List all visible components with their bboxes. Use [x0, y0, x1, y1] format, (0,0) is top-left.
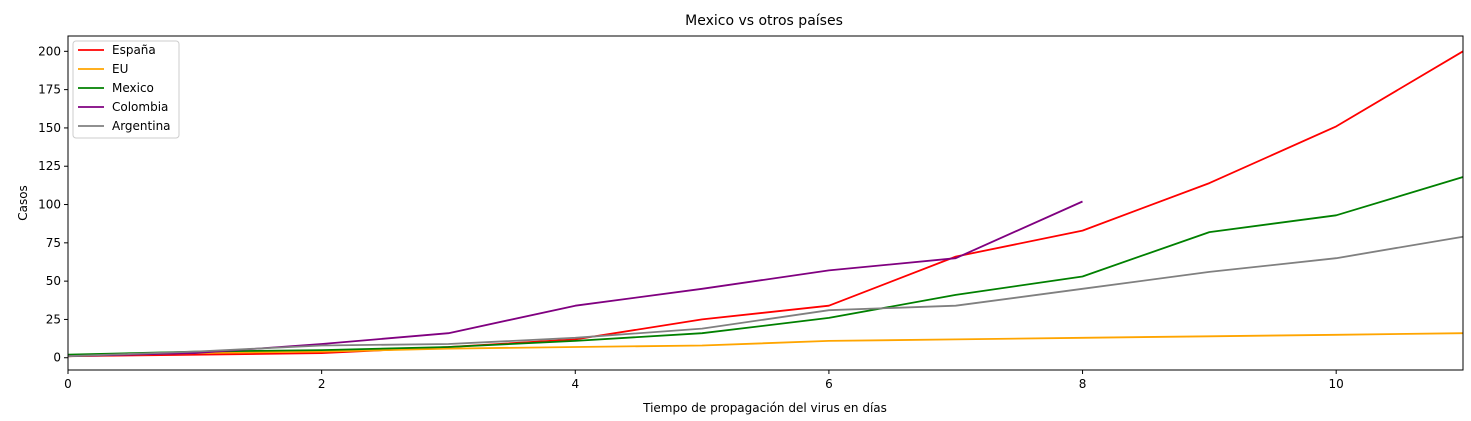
y-tick-label: 125	[38, 159, 61, 173]
plot-frame	[67, 35, 1464, 371]
series-line-eu	[67, 332, 1464, 358]
x-axis-ticks: 0 2 4 6 8 10	[64, 370, 1344, 391]
legend-label: Argentina	[112, 119, 171, 133]
chart-title: Mexico vs otros países	[685, 13, 843, 29]
series-layer	[67, 50, 1464, 358]
legend-label: Colombia	[112, 100, 168, 114]
x-tick-label: 4	[571, 377, 579, 391]
x-tick-label: 2	[318, 377, 326, 391]
y-tick-label: 50	[46, 274, 61, 288]
series-line-argentina	[67, 235, 1464, 358]
x-tick-label: 8	[1079, 377, 1087, 391]
y-tick-label: 0	[53, 351, 61, 365]
y-axis-label: Casos	[16, 185, 30, 221]
legend-label: Mexico	[112, 81, 154, 95]
y-tick-label: 25	[46, 312, 61, 326]
legend-label: EU	[112, 62, 128, 76]
legend-box	[72, 40, 180, 139]
legend: España EU Mexico Colombia Argentina	[72, 40, 180, 139]
y-tick-label: 150	[38, 121, 61, 135]
y-tick-label: 175	[38, 83, 61, 97]
x-tick-label: 6	[825, 377, 833, 391]
y-tick-label: 200	[38, 44, 61, 58]
x-tick-label: 0	[64, 377, 72, 391]
y-tick-label: 75	[46, 236, 61, 250]
x-tick-label: 10	[1329, 377, 1344, 391]
series-line-espa-a	[67, 50, 1464, 358]
series-line-colombia	[67, 200, 1083, 358]
series-line-mexico	[67, 176, 1464, 356]
legend-label: España	[112, 43, 156, 57]
x-axis-label: Tiempo de propagación del virus en días	[642, 401, 887, 415]
y-tick-label: 100	[38, 198, 61, 212]
y-axis-ticks: 0 25 50 75 100 125 150 175 200	[38, 44, 68, 365]
